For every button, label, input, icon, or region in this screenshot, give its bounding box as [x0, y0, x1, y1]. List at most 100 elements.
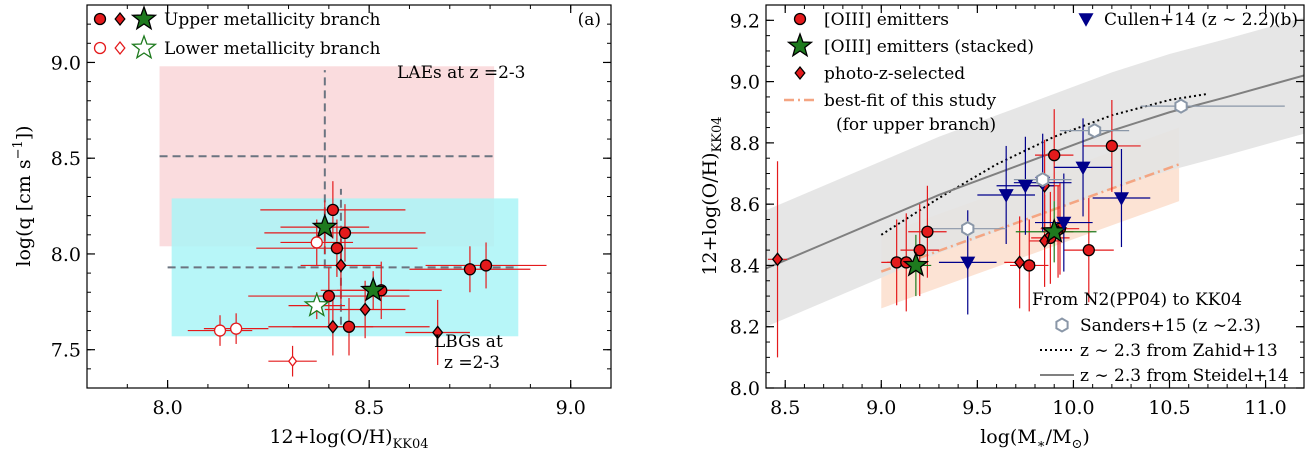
legend-sanders-marker: [1055, 317, 1069, 333]
x-tick-label-b: 9.5: [962, 397, 992, 419]
legend-stacked-text: [OIII] emitters (stacked): [824, 37, 1034, 57]
legend-star-filled-marker: [130, 5, 158, 31]
panel-b: 8.5 9.0 9.5 10.0 10.5 11.0 8.0 8.2 8.4 8.6 8.8 9.0 9…: [699, 4, 1305, 452]
y-axis-title-a-end: ]): [13, 125, 35, 140]
y-tick-label-a: 8.5: [51, 148, 81, 170]
data-point-circle-filled: [330, 242, 344, 255]
x-axis-title-b-main: log(M: [980, 426, 1037, 448]
legend-diamond-filled-marker: [114, 11, 126, 27]
x-tick-label-b: 11.0: [1244, 397, 1286, 419]
data-point-circle-open: [229, 322, 243, 335]
y-tick-label-a: 9.0: [51, 52, 81, 74]
panel-label-a: (a): [578, 10, 601, 30]
x-tick-label-a: 9.0: [556, 397, 586, 419]
note-sanders-text: Sanders+15 (z ∼2.3): [1080, 316, 1261, 336]
y-axis-title-b-sub: KK04: [710, 116, 725, 152]
data-point-star: [902, 251, 930, 277]
data-point-diamond-filled: [432, 325, 444, 340]
legend-oiii-text: [OIII] emitters: [824, 10, 949, 30]
data-point-circle: [1082, 243, 1095, 257]
data-point-circle-filled: [326, 203, 340, 217]
data-point-circle-filled: [479, 259, 493, 272]
data-point-star-filled: [360, 276, 387, 302]
legend-cullen-text: Cullen+14 (z ∼ 2.2): [1104, 10, 1275, 30]
data-point-diamond-open: [287, 355, 298, 368]
data-point-triangle-down: [1056, 216, 1072, 231]
x-axis-title-a-sub: KK04: [393, 437, 429, 452]
lbg-label-line2: z =2-3: [444, 353, 500, 373]
data-point-circle: [913, 243, 926, 257]
data-point-hexagon-open: [1087, 122, 1102, 139]
legend-bestfit-text: best-fit of this study: [824, 91, 996, 111]
y-axis-title-a-sup: −1: [11, 140, 26, 159]
y-tick-label-b: 9.0: [730, 72, 760, 94]
x-axis-title-a: 12+log(O/H)KK04: [269, 426, 428, 452]
legend-lower-text: Lower metallicity branch: [164, 39, 381, 59]
x-axis-title-b: log(M∗/M⊙): [980, 426, 1090, 452]
legend-star-open-marker: [130, 34, 158, 60]
data-point-circle: [1048, 148, 1061, 162]
data-point-triangle-down: [960, 256, 976, 271]
data-point-triangle-down: [1017, 179, 1033, 194]
data-point-triangle-down: [1113, 192, 1129, 206]
panel-label-b: (b): [1274, 10, 1298, 30]
data-point-circle: [921, 225, 934, 238]
legend-upper-text: Upper metallicity branch: [164, 10, 381, 30]
lbg-label-line1: LBGs at: [434, 332, 503, 352]
legend-circle-open-marker: [93, 41, 107, 55]
note-zahid-text: z ∼ 2.3 from Zahid+13: [1080, 341, 1278, 361]
legend-a: Upper metallicity branch Lower metallici…: [93, 5, 381, 60]
data-point-diamond: [771, 252, 784, 267]
x-axis-title-b-end: ): [1082, 426, 1089, 448]
legend-photoz-marker: [794, 65, 806, 81]
y-axis-title-a-main: log(q [cm s: [13, 159, 35, 266]
data-point-triangle-down: [1075, 161, 1091, 176]
data-point-circle-open: [310, 236, 323, 249]
y-axis-title-a: log(q [cm s−1]): [11, 125, 35, 266]
data-point-circle-filled: [463, 263, 477, 276]
legend-b: [OIII] emitters [OIII] emitters (stacked…: [784, 10, 1275, 135]
data-point-hexagon-open: [961, 221, 975, 237]
legend-circle-filled-marker: [93, 12, 107, 26]
y-tick-label-b: 8.4: [730, 255, 760, 277]
y-tick-label-a: 8.0: [51, 244, 81, 266]
note-title: From N2(PP04) to KK04: [1032, 290, 1242, 310]
x-axis-title-b-sub2: ⊙: [1071, 437, 1082, 452]
x-tick-label-b: 8.5: [770, 397, 800, 419]
data-point-diamond: [1013, 255, 1026, 270]
note-steidel-text: z ∼ 2.3 from Steidel+14: [1080, 366, 1289, 386]
steidel-band: [766, 17, 1304, 327]
y-tick-label-b: 8.0: [730, 378, 760, 400]
legend-photoz-text: photo-z-selected: [824, 64, 965, 84]
line-dash-dot: [880, 163, 1180, 273]
legend-oiii-marker: [793, 12, 807, 26]
y-tick-label-b: 8.8: [730, 133, 760, 155]
y-axis-title-b-main: 12+log(O/H): [699, 152, 721, 275]
lae-label: LAEs at z =2-3: [397, 63, 525, 83]
data-point-diamond-filled: [359, 302, 371, 317]
legend-bestfit-sub-text: (for upper branch): [836, 115, 996, 135]
x-axis-title-b-sub: ∗: [1037, 437, 1046, 452]
y-tick-label-b: 8.6: [730, 194, 760, 216]
conversion-note: From N2(PP04) to KK04 Sanders+15 (z ∼2.3…: [1032, 290, 1289, 386]
legend-diamond-open-marker: [114, 40, 126, 56]
x-axis-title-b-mid: /M: [1046, 426, 1072, 448]
x-tick-label-b: 10.0: [1052, 397, 1094, 419]
data-point-diamond-filled: [327, 319, 339, 334]
data-point-circle-open: [213, 324, 227, 337]
legend-stacked-marker: [786, 32, 814, 58]
x-tick-label-a: 8.0: [153, 397, 183, 419]
data-point-circle-filled: [342, 320, 356, 333]
data-point-hexagon-open: [1174, 98, 1188, 114]
data-point-circle-filled: [322, 289, 335, 303]
x-axis-title-a-main: 12+log(O/H): [269, 426, 392, 448]
x-tick-label-b: 10.5: [1148, 397, 1190, 419]
panel-a: 8.0 8.5 9.0 7.5 8.0 8.5 9.0 LAEs at z =2-3 LBG…: [11, 4, 612, 452]
data-point-star-open: [303, 291, 330, 317]
data-point-star-filled: [311, 213, 338, 239]
data-point-circle: [1023, 259, 1036, 272]
data-point-circle: [1105, 139, 1119, 153]
data-point-hexagon-open: [1036, 171, 1050, 188]
data-point-circle-filled: [338, 226, 352, 240]
